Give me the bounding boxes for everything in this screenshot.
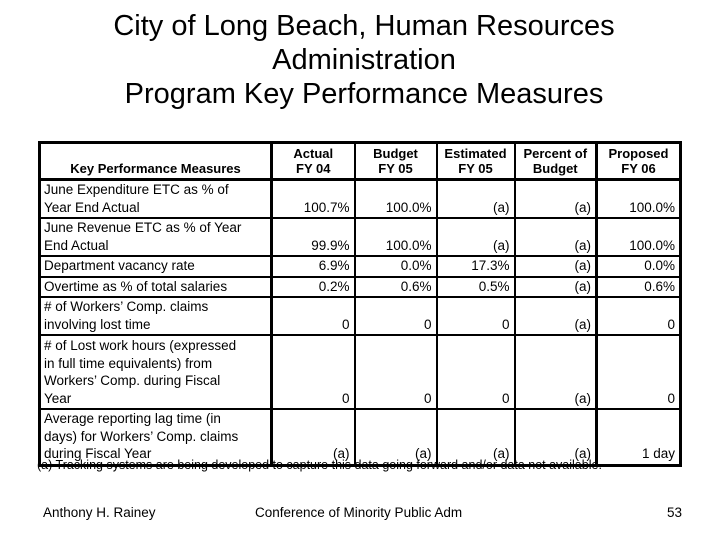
slide-title-line-1: City of Long Beach, Human Resources <box>113 10 615 42</box>
value-cell: 0 <box>435 334 516 410</box>
value-cell: 0 <box>595 334 682 410</box>
value-cell: 0 <box>435 296 516 336</box>
value-cell: 0.2% <box>270 275 356 298</box>
measure-cell: # of Lost work hours (expressed in full … <box>38 334 273 410</box>
slide-title-line-2: Administration <box>272 44 456 76</box>
value-cell: 0.6% <box>353 275 438 298</box>
value-cell: 0 <box>595 296 682 336</box>
value-cell: 0.0% <box>595 255 682 278</box>
measure-cell: Overtime as % of total salaries <box>38 275 273 298</box>
value-cell: 17.3% <box>435 255 516 278</box>
value-cell: 0 <box>353 296 438 336</box>
table-row: Average reporting lag time (in days) for… <box>38 408 682 466</box>
value-cell: (a) <box>513 255 598 278</box>
slide-title-line-3: Program Key Performance Measures <box>124 78 604 110</box>
value-cell: 6.9% <box>270 255 356 278</box>
table-row: # of Workers’ Comp. claims involving los… <box>38 296 682 336</box>
column-header-proposed-fy06: Proposed FY 06 <box>595 141 682 181</box>
value-cell: (a) <box>435 178 516 219</box>
value-cell: (a) <box>513 334 598 410</box>
value-cell: 100.0% <box>595 217 682 257</box>
value-cell: (a) <box>513 178 598 219</box>
value-cell: (a) <box>435 217 516 257</box>
column-header-measures: Key Performance Measures <box>38 141 273 181</box>
table-row: Department vacancy rate 6.9% 0.0% 17.3% … <box>38 255 682 278</box>
column-header-actual-fy04: Actual FY 04 <box>270 141 356 181</box>
value-cell: (a) <box>435 408 516 466</box>
measure-cell: Department vacancy rate <box>38 255 273 278</box>
kpi-table: Key Performance Measures Actual FY 04 Bu… <box>38 141 682 467</box>
value-cell: (a) <box>353 408 438 466</box>
footer-author: Anthony H. Rainey <box>43 505 156 520</box>
value-cell: 0.0% <box>353 255 438 278</box>
table-header-row: Key Performance Measures Actual FY 04 Bu… <box>38 141 682 181</box>
table-row: Overtime as % of total salaries 0.2% 0.6… <box>38 275 682 298</box>
value-cell: 0 <box>270 334 356 410</box>
value-cell: (a) <box>513 217 598 257</box>
measure-cell: # of Workers’ Comp. claims involving los… <box>38 296 273 336</box>
value-cell: 100.0% <box>353 217 438 257</box>
value-cell: (a) <box>513 275 598 298</box>
footer-conference-title: Conference of Minority Public Adm <box>255 505 463 520</box>
value-cell: (a) <box>513 296 598 336</box>
value-cell: (a) <box>270 408 356 466</box>
table-row: June Revenue ETC as % of Year End Actual… <box>38 217 682 257</box>
table-footnote: (a) Tracking systems are being developed… <box>37 458 602 472</box>
value-cell: 100.0% <box>595 178 682 219</box>
value-cell: 0 <box>353 334 438 410</box>
measure-cell: June Revenue ETC as % of Year End Actual <box>38 217 273 257</box>
value-cell: 0.5% <box>435 275 516 298</box>
value-cell: 100.7% <box>270 178 356 219</box>
value-cell: 99.9% <box>270 217 356 257</box>
column-header-estimated-fy05: Estimated FY 05 <box>435 141 516 181</box>
slide-title: City of Long Beach, Human Resources Admi… <box>0 9 728 111</box>
table-row: # of Lost work hours (expressed in full … <box>38 334 682 410</box>
column-header-budget-fy05: Budget FY 05 <box>353 141 438 181</box>
measure-cell: Average reporting lag time (in days) for… <box>38 408 273 466</box>
value-cell: 1 day <box>595 408 682 466</box>
measure-cell: June Expenditure ETC as % of Year End Ac… <box>38 178 273 219</box>
table-row: June Expenditure ETC as % of Year End Ac… <box>38 178 682 219</box>
value-cell: 0.6% <box>595 275 682 298</box>
value-cell: (a) <box>513 408 598 466</box>
value-cell: 100.0% <box>353 178 438 219</box>
footer-page-number: 53 <box>667 505 683 520</box>
value-cell: 0 <box>270 296 356 336</box>
column-header-percent-of-budget: Percent of Budget <box>513 141 598 181</box>
